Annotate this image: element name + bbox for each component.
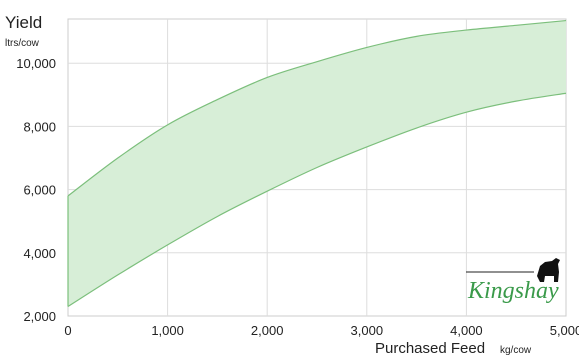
x-tick-label: 3,000 [351,323,384,338]
logo-text: Kingshay [467,278,559,304]
y-axis-title: Yield [5,13,42,32]
yield-band [67,19,567,308]
x-tick-label: 2,000 [251,323,284,338]
y-tick-label: 8,000 [23,119,56,134]
cow-silhouette-icon [537,258,560,282]
y-axis-ticks: 2,000 4,000 6,000 8,000 10,000 [16,56,56,324]
y-tick-label: 6,000 [23,183,56,198]
y-tick-label: 4,000 [23,246,56,261]
x-tick-label: 5,000 [550,323,579,338]
x-axis-unit: kg/cow [500,345,532,356]
kingshay-logo: Kingshay [466,258,560,304]
y-tick-label: 10,000 [16,56,56,71]
band-upper-line [67,19,567,197]
y-tick-label: 2,000 [23,309,56,324]
x-axis-ticks: 0 1,000 2,000 3,000 4,000 5,000 [64,323,579,338]
x-tick-label: 0 [64,323,71,338]
band-lower-line [67,92,567,308]
x-tick-label: 1,000 [151,323,184,338]
band-fill [68,20,566,307]
x-axis-title: Purchased Feed [375,340,485,356]
x-tick-label: 4,000 [450,323,483,338]
y-axis-unit: ltrs/cow [5,38,40,49]
